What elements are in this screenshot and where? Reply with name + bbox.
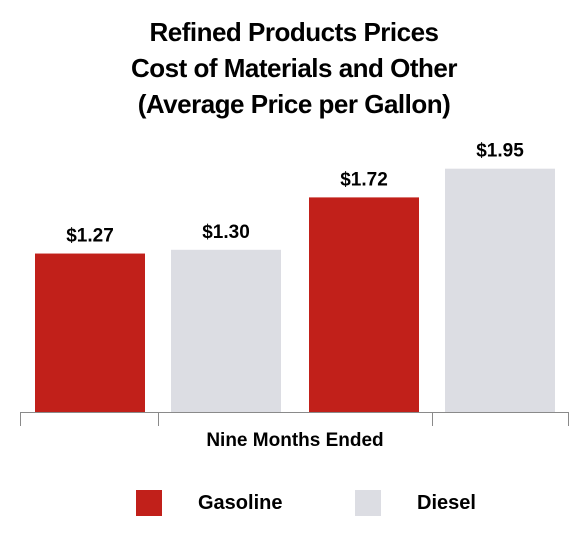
legend: Gasoline Diesel bbox=[0, 488, 588, 518]
legend-swatch-gasoline bbox=[136, 490, 162, 516]
bars-group bbox=[35, 168, 555, 412]
bar-diesel-2 bbox=[445, 168, 555, 412]
legend-label-diesel: Diesel bbox=[417, 491, 476, 514]
legend-item-gasoline: Gasoline bbox=[136, 488, 282, 518]
chart-title-line-2: Cost of Materials and Other bbox=[131, 53, 458, 83]
chart-title-line-1: Refined Products Prices bbox=[149, 17, 439, 47]
data-label-gasoline-1: $1.27 bbox=[66, 226, 114, 247]
data-label-diesel-1: $1.30 bbox=[202, 222, 250, 243]
legend-label-gasoline: Gasoline bbox=[198, 491, 283, 514]
legend-swatch-diesel bbox=[355, 490, 381, 516]
bar-gasoline-1 bbox=[35, 253, 145, 412]
data-label-diesel-2: $1.95 bbox=[476, 141, 524, 162]
chart-title: Refined Products Prices Cost of Material… bbox=[0, 14, 588, 122]
data-label-gasoline-2: $1.72 bbox=[340, 169, 388, 190]
x-axis-label: Nine Months Ended bbox=[206, 430, 383, 451]
bar-diesel-1 bbox=[171, 249, 281, 412]
value-labels-group: $1.27 $1.72 $1.30 $1.95 bbox=[66, 141, 524, 247]
chart-title-line-3: (Average Price per Gallon) bbox=[137, 89, 451, 119]
bar-gasoline-2 bbox=[309, 197, 419, 412]
legend-item-diesel: Diesel bbox=[355, 488, 476, 518]
x-axis-ticks bbox=[20, 412, 569, 426]
